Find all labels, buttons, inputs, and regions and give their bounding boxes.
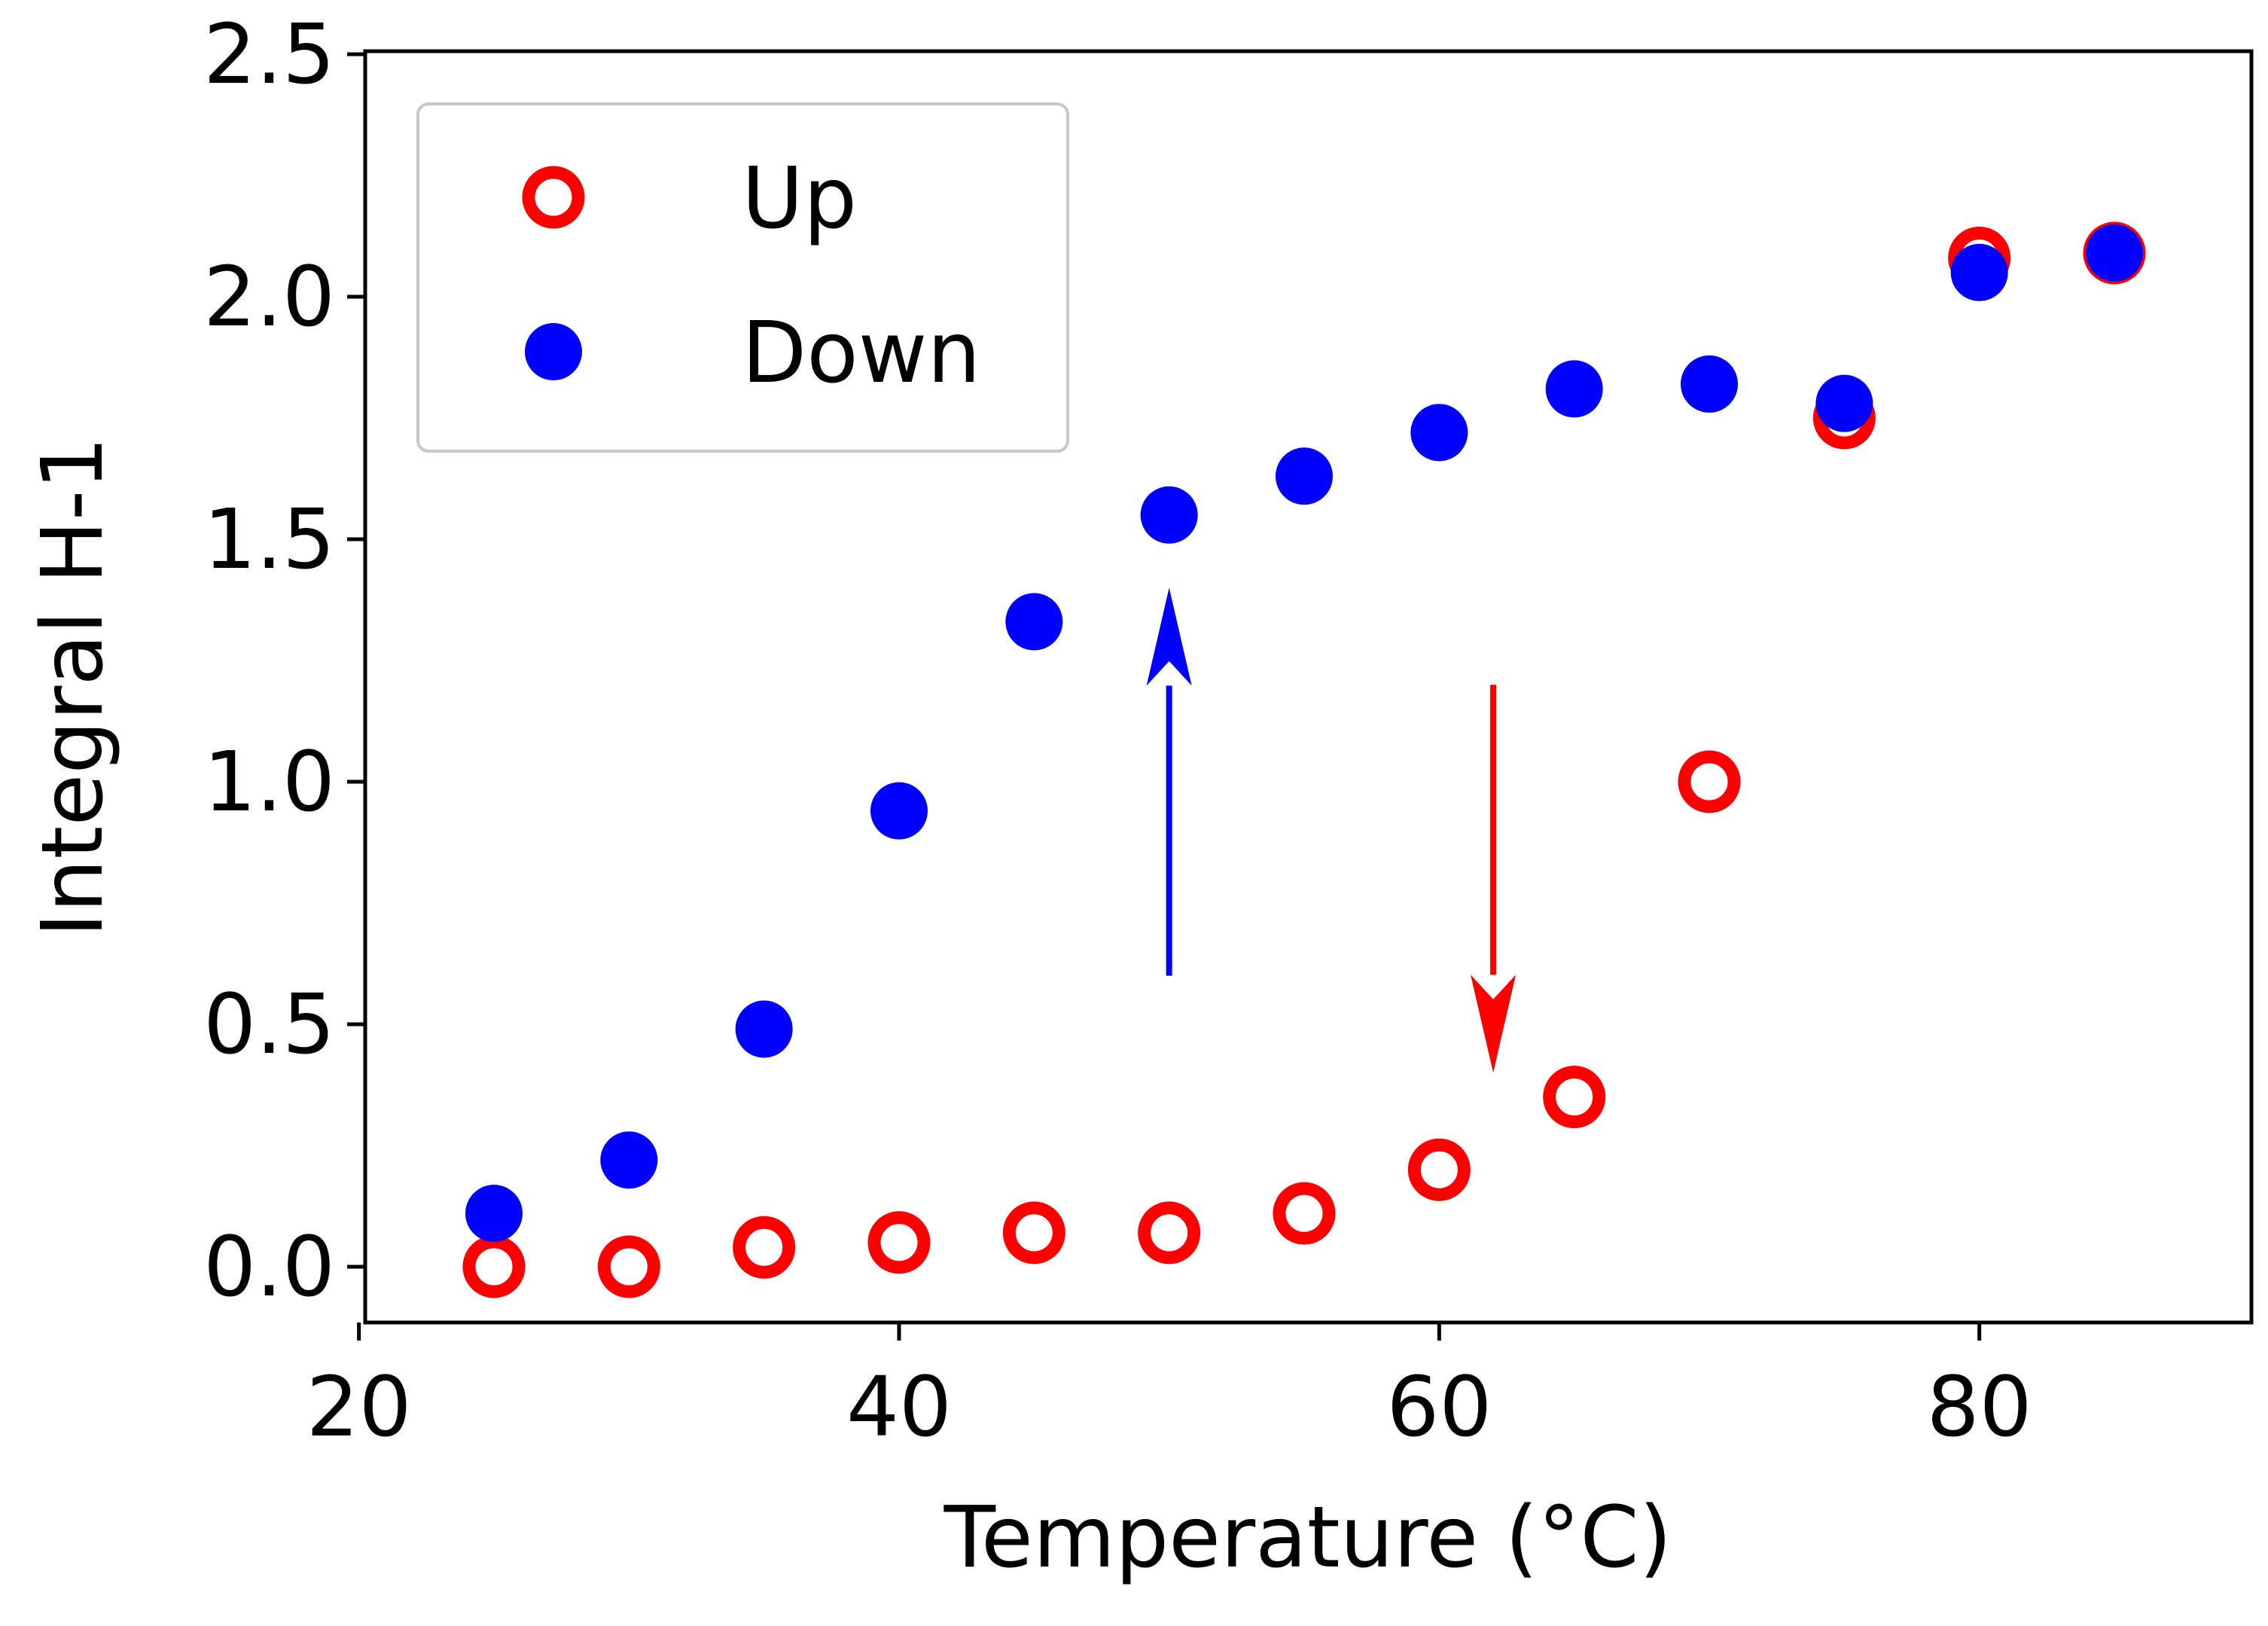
- y-tick-label: 0.0: [203, 1219, 335, 1315]
- legend-marker-up: [522, 166, 585, 229]
- point-down: [465, 1185, 523, 1243]
- point-up: [733, 1216, 796, 1279]
- y-tick-label: 2.0: [203, 249, 335, 345]
- arrow-head: [1146, 587, 1192, 686]
- point-up: [1138, 1201, 1201, 1264]
- annotations-layer: [1146, 587, 1517, 1073]
- arrow-up: [1146, 587, 1192, 976]
- x-tick-label: 80: [1927, 1359, 2032, 1455]
- series-layer: [462, 221, 2146, 1298]
- point-down: [735, 1000, 793, 1058]
- legend-label-up: Up: [742, 150, 857, 248]
- point-up: [1407, 1138, 1471, 1201]
- x-tick-label: 40: [846, 1359, 952, 1455]
- series-down: [465, 224, 2143, 1243]
- point-down: [1545, 360, 1603, 418]
- legend: Up Down: [416, 102, 1069, 453]
- point-down: [1815, 374, 1873, 432]
- x-axis-title: Temperature (°C): [943, 1489, 1672, 1587]
- point-down: [2086, 224, 2143, 282]
- point-down: [1410, 404, 1468, 462]
- x-tick-label: 20: [306, 1359, 412, 1455]
- point-up: [1543, 1066, 1606, 1129]
- point-up: [1273, 1182, 1336, 1245]
- y-tick-label: 0.5: [203, 976, 335, 1072]
- arrow-head: [1471, 975, 1517, 1073]
- point-up: [1002, 1201, 1065, 1264]
- y-axis-title: Integral H-1: [24, 436, 122, 937]
- point-down: [1681, 355, 1738, 413]
- point-down: [1140, 486, 1198, 544]
- axes-layer: 20 40 60 80 0.0 0.5 1.0 1.5 2.0 2.5: [203, 6, 2032, 1455]
- legend-label-down: Down: [742, 304, 980, 402]
- point-down: [600, 1131, 658, 1189]
- point-up: [1678, 750, 1741, 813]
- y-tick-label: 1.0: [203, 734, 335, 830]
- point-down: [870, 782, 928, 840]
- point-down: [1005, 593, 1063, 651]
- legend-marker-down: [525, 323, 582, 380]
- y-tick-label: 1.5: [203, 491, 335, 587]
- point-up: [597, 1235, 660, 1298]
- point-down: [1276, 447, 1333, 505]
- x-tick-label: 60: [1386, 1359, 1492, 1455]
- y-tick-label: 2.5: [203, 6, 335, 102]
- arrow-down: [1471, 685, 1517, 1073]
- point-up: [867, 1211, 931, 1274]
- point-down: [1950, 243, 2008, 301]
